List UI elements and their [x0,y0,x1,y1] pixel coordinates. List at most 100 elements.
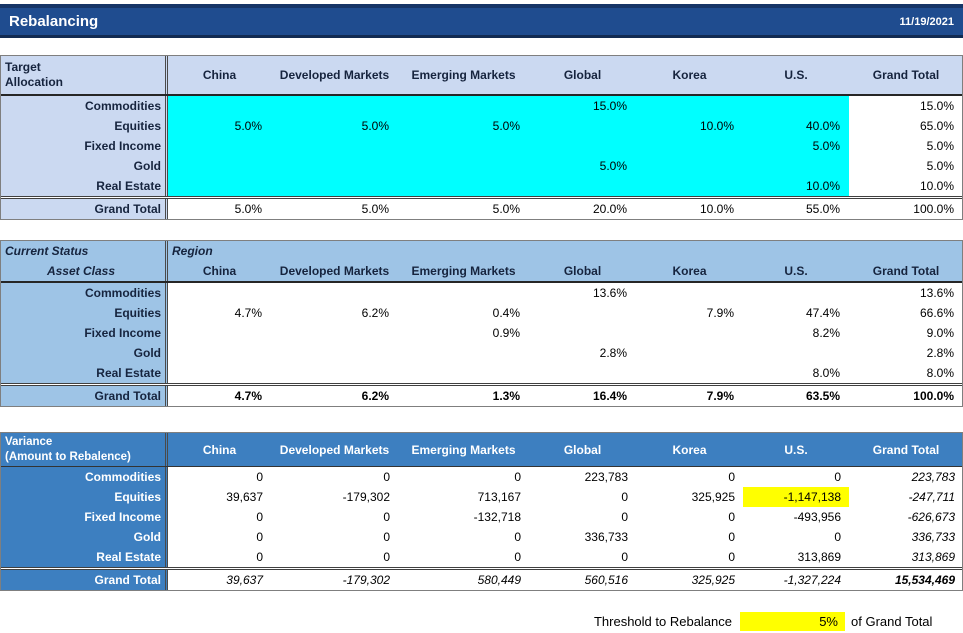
cell-fixed-income-u-s: 8.2% [812,326,840,340]
threshold-value-cell[interactable]: 5% [740,611,845,631]
cell-real-estate-china [168,176,271,196]
cell-real-estate-u-s: 8.0% [812,366,840,380]
cell-gold-developed-markets: 0 [383,530,390,544]
row-label-gold: Gold [1,156,168,176]
row-label-real-estate: Real Estate [1,176,168,196]
cell-gold-global: 5.0% [529,156,636,176]
cell-real-estate-emerging-markets [398,176,529,196]
cell-commodities-korea: 0 [728,470,735,484]
current-status-table: Current Status Region Asset Class China Deve… [0,240,963,407]
cell-grand-total-global: 16.4% [592,389,627,403]
corner-label: Target Allocation [1,56,168,94]
column-header-u-s: U.S. [784,68,808,82]
cell-gold-china: 0 [256,530,263,544]
cell-grand-total-china: 39,637 [226,573,263,587]
cell-grand-total-global: 560,516 [584,573,628,587]
table-row-commodities: Commodities 13.6% 13.6% [1,283,962,303]
cell-fixed-income-developed-markets [271,323,398,343]
title-bar: Rebalancing 11/19/2021 [0,4,963,38]
cell-equities-grand-total: -247,711 [908,490,955,504]
cell-real-estate-u-s: 10.0% [743,176,849,196]
cell-commodities-global: 13.6% [592,286,627,300]
cell-fixed-income-korea: 0 [728,510,735,524]
cell-grand-total-china: 5.0% [234,202,262,216]
cell-commodities-developed-markets [271,96,398,116]
column-header-korea: Korea [672,264,707,278]
cell-gold-grand-total: 336,733 [911,530,955,544]
cell-fixed-income-grand-total: 5.0% [926,139,954,153]
table-row-equities: Equities 39,637 -179,302 713,167 0 325,925 -1,… [1,487,962,507]
cell-equities-u-s: -1,147,138 [743,487,849,507]
cell-commodities-grand-total: 13.6% [919,286,954,300]
cell-real-estate-developed-markets [271,176,398,196]
cell-fixed-income-developed-markets [271,136,398,156]
cell-real-estate-korea: 0 [728,550,735,564]
cell-real-estate-developed-markets [271,363,398,383]
cell-fixed-income-global [529,136,636,156]
cell-commodities-emerging-markets: 0 [514,470,521,484]
cell-commodities-china [168,96,271,116]
threshold-suffix: of Grand Total [851,613,933,629]
cell-equities-korea: 10.0% [636,116,743,136]
row-label-gold: Gold [1,343,168,363]
cell-equities-korea: 325,925 [691,490,735,504]
column-header-china: China [202,264,237,278]
table-row-commodities: Commodities 0 0 0 223,783 0 0 223,783 [1,467,962,487]
column-header-china: China [202,442,237,457]
table-row-commodities: Commodities 15.0% 15.0% [1,96,962,116]
column-header-emerging-markets: Emerging Markets [411,264,516,278]
variance-table: Variance (Amount to Rebalence) China Devel… [0,432,963,591]
grand-total-row: Grand Total 39,637 -179,302 580,449 560,516 3… [1,567,962,590]
table-row-gold: Gold 5.0% 5.0% [1,156,962,176]
cell-equities-china: 4.7% [234,306,262,320]
region-label: Region [172,244,213,258]
row-label-commodities: Commodities [1,96,168,116]
cell-grand-total-grand-total: 100.0% [913,202,954,216]
table-row-real-estate: Real Estate 10.0% 10.0% [1,176,962,196]
cell-grand-total-emerging-markets: 5.0% [492,202,520,216]
cell-equities-global: 0 [621,490,628,504]
cell-gold-developed-markets [271,343,398,363]
cell-grand-total-china: 4.7% [234,389,262,403]
cell-grand-total-developed-markets: 6.2% [361,389,389,403]
row-label-equities: Equities [1,487,168,507]
column-header-u-s: U.S. [784,442,808,457]
row-label-grand-total: Grand Total [1,199,168,219]
cell-equities-developed-markets: 5.0% [271,116,398,136]
cell-grand-total-u-s: 63.5% [805,389,840,403]
cell-fixed-income-u-s: -493,956 [793,510,841,524]
cell-grand-total-grand-total: 100.0% [913,389,954,403]
cell-real-estate-china: 0 [256,550,263,564]
cell-real-estate-china [168,363,271,383]
table-row-real-estate: Real Estate 8.0% 8.0% [1,363,962,383]
cell-equities-developed-markets: -179,302 [342,490,390,504]
cell-fixed-income-u-s: 5.0% [743,136,849,156]
cell-commodities-grand-total: 223,783 [911,470,955,484]
row-label-equities: Equities [1,303,168,323]
cell-gold-emerging-markets: 0 [514,530,521,544]
table-row-fixed-income: Fixed Income 0.9% 8.2% 9.0% [1,323,962,343]
cell-gold-china [168,156,271,176]
cell-grand-total-korea: 7.9% [706,389,734,403]
cell-gold-u-s [743,156,849,176]
cell-commodities-emerging-markets [398,283,529,303]
cell-equities-grand-total: 66.6% [919,306,954,320]
cell-grand-total-korea: 10.0% [699,202,734,216]
row-label-grand-total: Grand Total [1,570,168,590]
cell-commodities-u-s [743,96,849,116]
cell-commodities-korea [636,96,743,116]
current-status-header-columns: Asset Class China Developed Markets Emergin… [1,261,962,283]
row-label-grand-total: Grand Total [1,386,168,406]
cell-commodities-u-s [743,283,849,303]
column-header-developed-markets: Developed Markets [279,264,390,278]
corner-label: Variance (Amount to Rebalence) [1,433,168,466]
cell-grand-total-u-s: 55.0% [805,202,840,216]
variance-header: Variance (Amount to Rebalence) China Devel… [1,433,962,467]
column-header-developed-markets: Developed Markets [279,68,390,82]
cell-grand-total-global: 20.0% [592,202,627,216]
column-header-korea: Korea [672,442,707,457]
cell-real-estate-grand-total: 10.0% [919,179,954,193]
cell-equities-korea: 7.9% [706,306,734,320]
cell-commodities-global: 223,783 [584,470,628,484]
cell-fixed-income-global [529,323,636,343]
